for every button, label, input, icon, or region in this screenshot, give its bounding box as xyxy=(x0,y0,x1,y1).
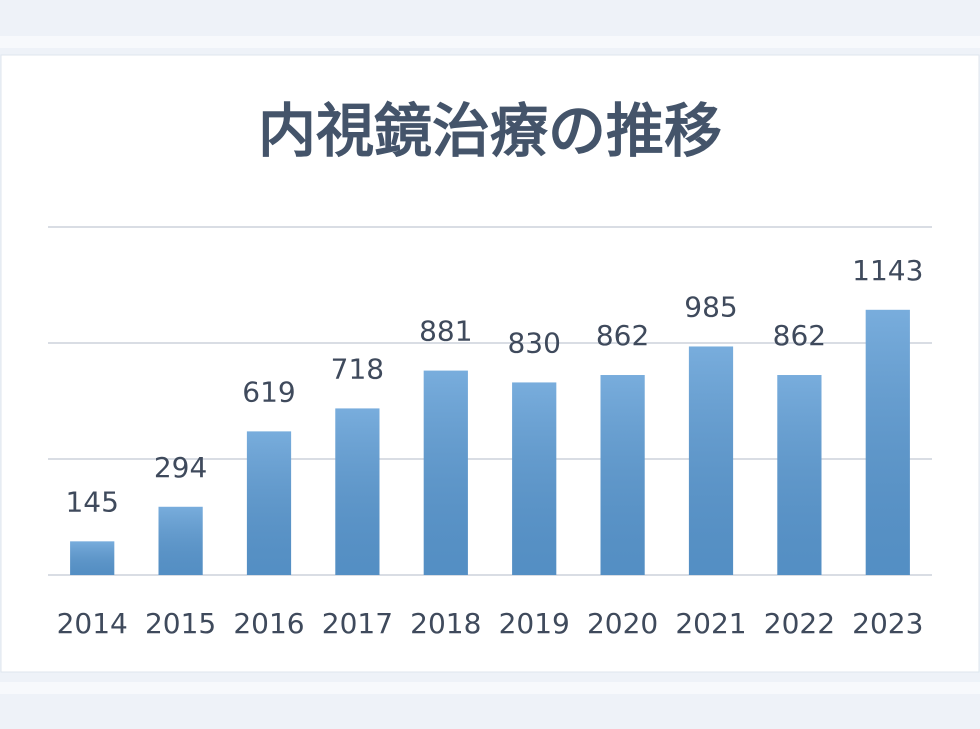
x-tick-label: 2014 xyxy=(57,607,128,640)
x-tick-label: 2021 xyxy=(675,607,746,640)
bar-shade xyxy=(335,408,380,575)
x-tick-label: 2018 xyxy=(410,607,481,640)
bar-shade xyxy=(512,382,557,575)
data-label: 718 xyxy=(331,352,384,385)
chart-title: 内視鏡治療の推移 xyxy=(258,97,722,165)
band xyxy=(0,36,980,48)
bar-shade xyxy=(777,375,822,575)
x-tick-label: 2017 xyxy=(322,607,393,640)
bar-shade xyxy=(688,346,734,575)
data-label: 830 xyxy=(507,326,560,359)
bar-shade xyxy=(865,309,910,575)
data-label: 294 xyxy=(154,451,207,484)
data-label: 1143 xyxy=(852,254,923,287)
bar-shade xyxy=(70,541,115,575)
data-label: 862 xyxy=(773,319,826,352)
bar-shade xyxy=(246,431,292,575)
x-tick-label: 2023 xyxy=(852,607,923,640)
band xyxy=(0,682,980,694)
data-label: 145 xyxy=(65,485,118,518)
data-label: 619 xyxy=(242,375,295,408)
data-label: 881 xyxy=(419,315,472,348)
data-label: 985 xyxy=(684,290,737,323)
x-tick-label: 2015 xyxy=(145,607,216,640)
bar-shade xyxy=(600,375,645,575)
x-tick-label: 2020 xyxy=(587,607,658,640)
x-tick-label: 2019 xyxy=(499,607,570,640)
x-tick-label: 2022 xyxy=(764,607,835,640)
bar-shade xyxy=(423,370,468,575)
bar-shade xyxy=(158,506,203,575)
data-label: 862 xyxy=(596,319,649,352)
x-tick-label: 2016 xyxy=(233,607,304,640)
